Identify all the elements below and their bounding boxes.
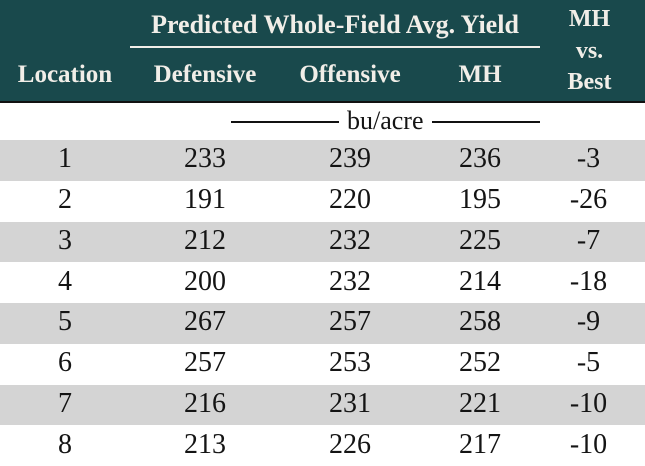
table-row: 2 191 220 195 -26 [0, 180, 645, 222]
cell-defensive: 267 [184, 306, 226, 338]
cell-mh: 214 [459, 265, 501, 297]
cell-mh-vs-best: -26 [569, 184, 608, 216]
cell-mh-vs-best: -9 [576, 306, 601, 338]
column-header-offensive: Offensive [299, 60, 401, 88]
cell-offensive: 257 [329, 306, 371, 338]
group-header-predicted-yield: Predicted Whole-Field Avg. Yield [130, 0, 540, 48]
cell-mh-vs-best: -10 [569, 387, 608, 419]
table-row: 3 212 232 225 -7 [0, 221, 645, 263]
mh-vs-best-line-1: MH [568, 6, 611, 33]
units-row: bu/acre [0, 103, 645, 140]
table-body: 1 233 239 236 -3 2 191 220 195 -26 3 212… [0, 140, 645, 466]
right-rule-line [431, 120, 540, 123]
cell-offensive: 232 [329, 265, 371, 297]
cell-defensive: 213 [184, 428, 226, 460]
column-header-location: Location [17, 60, 113, 88]
cell-location: 4 [58, 265, 72, 297]
cell-location: 5 [58, 306, 72, 338]
cell-location: 1 [58, 143, 72, 175]
cell-mh: 252 [459, 347, 501, 379]
mh-vs-best-line-3: Best [567, 68, 612, 95]
header-corner [0, 0, 130, 48]
cell-mh-vs-best: -3 [576, 143, 601, 175]
cell-defensive: 257 [184, 347, 226, 379]
cell-defensive: 200 [184, 265, 226, 297]
column-header-mh-vs-best: MH vs. Best [540, 0, 645, 101]
table-row: 8 213 226 217 -10 [0, 425, 645, 466]
cell-mh: 258 [459, 306, 501, 338]
table-row: 7 216 231 221 -10 [0, 384, 645, 426]
left-rule-line [231, 120, 339, 123]
cell-offensive: 220 [329, 184, 371, 216]
column-header-mh: MH [458, 60, 502, 88]
cell-mh: 225 [459, 224, 501, 256]
cell-offensive: 226 [329, 428, 371, 460]
units-rule: bu/acre [231, 103, 540, 140]
cell-offensive: 239 [329, 143, 371, 175]
table-row: 5 267 257 258 -9 [0, 303, 645, 344]
cell-mh-vs-best: -10 [569, 428, 608, 460]
cell-mh: 217 [459, 428, 501, 460]
cell-mh-vs-best: -5 [576, 347, 601, 379]
cell-mh-vs-best: -18 [569, 265, 608, 297]
cell-location: 2 [58, 184, 72, 216]
cell-defensive: 191 [184, 184, 226, 216]
units-label: bu/acre [347, 105, 424, 135]
column-header-defensive: Defensive [153, 60, 257, 88]
cell-mh: 236 [459, 143, 501, 175]
cell-defensive: 233 [184, 143, 226, 175]
cell-mh: 195 [459, 184, 501, 216]
cell-location: 6 [58, 347, 72, 379]
cell-offensive: 232 [329, 224, 371, 256]
table-row: 4 200 232 214 -18 [0, 262, 645, 303]
cell-location: 3 [58, 224, 72, 256]
table-header: Predicted Whole-Field Avg. Yield MH vs. … [0, 0, 645, 103]
cell-location: 7 [58, 387, 72, 419]
cell-offensive: 253 [329, 347, 371, 379]
cell-defensive: 216 [184, 387, 226, 419]
cell-mh: 221 [459, 387, 501, 419]
cell-location: 8 [58, 428, 72, 460]
cell-offensive: 231 [329, 387, 371, 419]
cell-mh-vs-best: -7 [576, 224, 601, 256]
cell-defensive: 212 [184, 224, 226, 256]
table-row: 6 257 253 252 -5 [0, 343, 645, 385]
mh-vs-best-line-2: vs. [575, 37, 604, 64]
table-row: 1 233 239 236 -3 [0, 140, 645, 181]
